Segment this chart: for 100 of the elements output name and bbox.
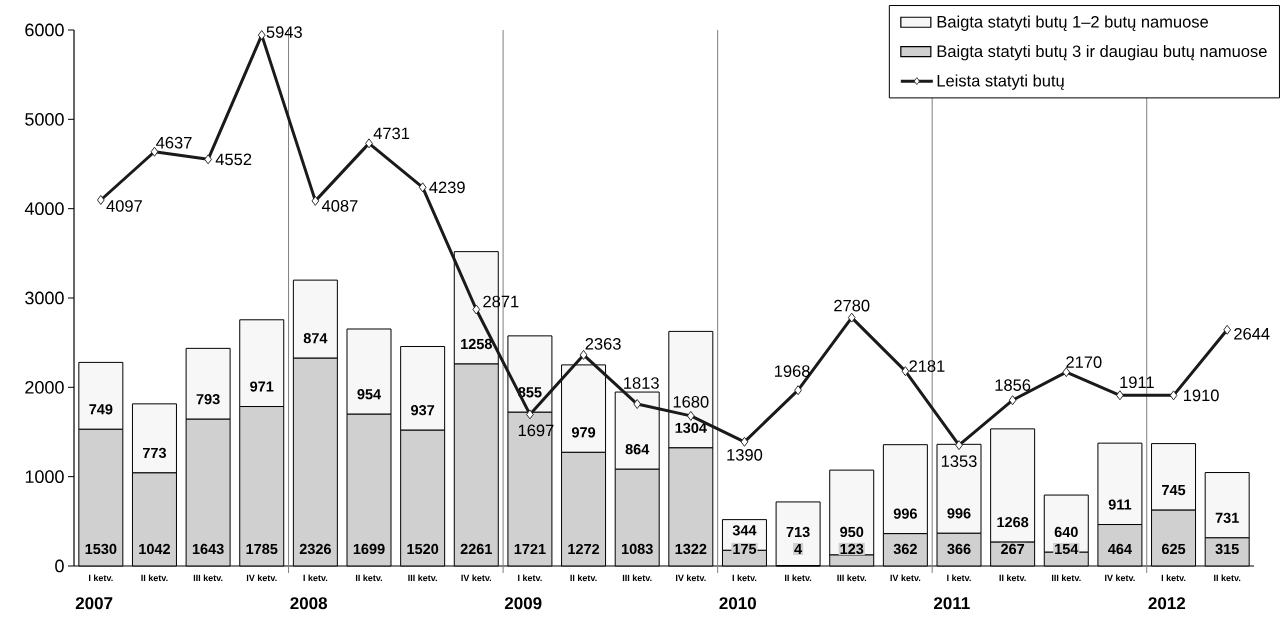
point <box>472 304 481 315</box>
data-label: 1390 <box>727 449 763 461</box>
data-label: 1785 <box>246 543 278 555</box>
y-tick-label: 6000 <box>25 23 64 37</box>
data-label: 2181 <box>909 360 945 372</box>
data-label: 123 <box>840 543 864 555</box>
data-label: 1530 <box>85 543 117 555</box>
data-label: 1813 <box>624 377 659 389</box>
point <box>204 154 212 165</box>
y-tick-label: 4000 <box>24 202 64 216</box>
data-label: 713 <box>786 526 810 538</box>
point <box>847 312 856 323</box>
x-tick-label: I ketv. <box>518 574 542 582</box>
y-tick-label: 5000 <box>25 112 64 126</box>
data-label: 1083 <box>621 543 653 555</box>
data-label: 1353 <box>941 455 977 467</box>
data-label: 996 <box>947 508 971 519</box>
y-tick-label: 3000 <box>25 291 64 305</box>
x-tick-label: I ketv. <box>947 574 971 582</box>
data-label: 864 <box>625 444 650 455</box>
data-label: 2644 <box>1234 327 1270 340</box>
data-label: 1258 <box>461 338 492 350</box>
data-label: 731 <box>1215 512 1239 523</box>
data-label: 937 <box>411 405 435 416</box>
data-label: 1042 <box>139 543 171 555</box>
x-tick-label: IV ketv. <box>676 574 706 582</box>
data-label: 749 <box>89 404 113 415</box>
point <box>740 436 749 447</box>
data-label: 4239 <box>429 181 465 194</box>
x-tick-label: III ketv. <box>1051 574 1081 582</box>
data-label: 154 <box>1055 543 1079 555</box>
data-label: 1268 <box>997 516 1029 528</box>
data-label: 745 <box>1162 485 1186 496</box>
point <box>311 195 320 206</box>
data-label: 1721 <box>514 543 546 555</box>
x-tick-label: II ketv. <box>141 574 168 582</box>
data-label: 1643 <box>192 543 224 555</box>
data-label: 954 <box>357 389 382 400</box>
text: 2009 <box>504 597 542 610</box>
data-label: 1322 <box>675 543 707 555</box>
x-tick-label: II ketv. <box>1214 574 1241 582</box>
x-tick-label: II ketv. <box>999 574 1026 582</box>
x-tick-label: III ketv. <box>622 574 652 582</box>
text: 2008 <box>290 597 328 610</box>
data-label: 874 <box>303 333 328 344</box>
y-tick-label: 0 <box>55 559 64 573</box>
data-label: 640 <box>1054 526 1078 538</box>
legend-label: Baigta statyti butų 3 ir daugiau butų namuose <box>937 44 1267 61</box>
x-tick-label: I ketv. <box>89 574 113 582</box>
text: 2010 <box>719 597 756 610</box>
data-label: 2261 <box>460 543 493 555</box>
point <box>418 182 427 193</box>
x-tick-label: I ketv. <box>1161 574 1186 582</box>
data-label: 979 <box>571 427 596 438</box>
x-tick-label: III ketv. <box>837 574 867 582</box>
x-tick-label: II ketv. <box>570 574 597 582</box>
point <box>1116 390 1124 401</box>
data-label: 175 <box>733 543 757 555</box>
point <box>794 385 802 396</box>
data-label: 1680 <box>673 396 709 408</box>
point <box>1062 367 1071 378</box>
data-label: 4097 <box>106 200 142 212</box>
data-label: 4087 <box>321 200 358 212</box>
x-tick-label: III ketv. <box>193 574 223 582</box>
data-label: 1910 <box>1184 389 1219 402</box>
data-label: 4637 <box>156 136 192 149</box>
data-label: 1699 <box>353 543 385 555</box>
data-label: 267 <box>1001 543 1025 555</box>
x-tick-label: I ketv. <box>732 574 757 582</box>
data-label: 2780 <box>834 299 870 312</box>
point <box>687 410 695 421</box>
data-label: 464 <box>1108 543 1132 555</box>
x-tick-label: IV ketv. <box>890 574 921 582</box>
data-label: 4 <box>794 544 803 554</box>
data-label: 2363 <box>585 338 621 350</box>
data-label: 1304 <box>675 422 707 434</box>
point <box>955 440 963 451</box>
x-tick-label: II ketv. <box>785 574 812 582</box>
data-label: 2326 <box>299 543 331 555</box>
x-tick-label: III ketv. <box>408 574 437 582</box>
x-tick-label: II ketv. <box>355 574 383 582</box>
point <box>257 30 266 41</box>
data-label: 773 <box>143 447 167 459</box>
data-label: 315 <box>1215 543 1239 555</box>
data-label: 1520 <box>407 543 439 555</box>
bar <box>775 501 821 567</box>
data-label: 366 <box>947 543 971 555</box>
point <box>579 349 588 360</box>
x-tick-label: IV ketv. <box>246 574 277 582</box>
point <box>1008 395 1017 406</box>
x-tick-label: IV ketv. <box>1105 574 1135 582</box>
data-label: 1272 <box>568 543 600 555</box>
point <box>365 138 373 149</box>
data-label: 1968 <box>775 365 810 377</box>
data-label: 4731 <box>373 127 410 140</box>
data-label: 1911 <box>1120 376 1154 389</box>
point <box>1169 390 1178 401</box>
data-label: 2170 <box>1066 356 1102 368</box>
x-tick-label: IV ketv. <box>461 574 492 582</box>
point <box>526 409 534 420</box>
